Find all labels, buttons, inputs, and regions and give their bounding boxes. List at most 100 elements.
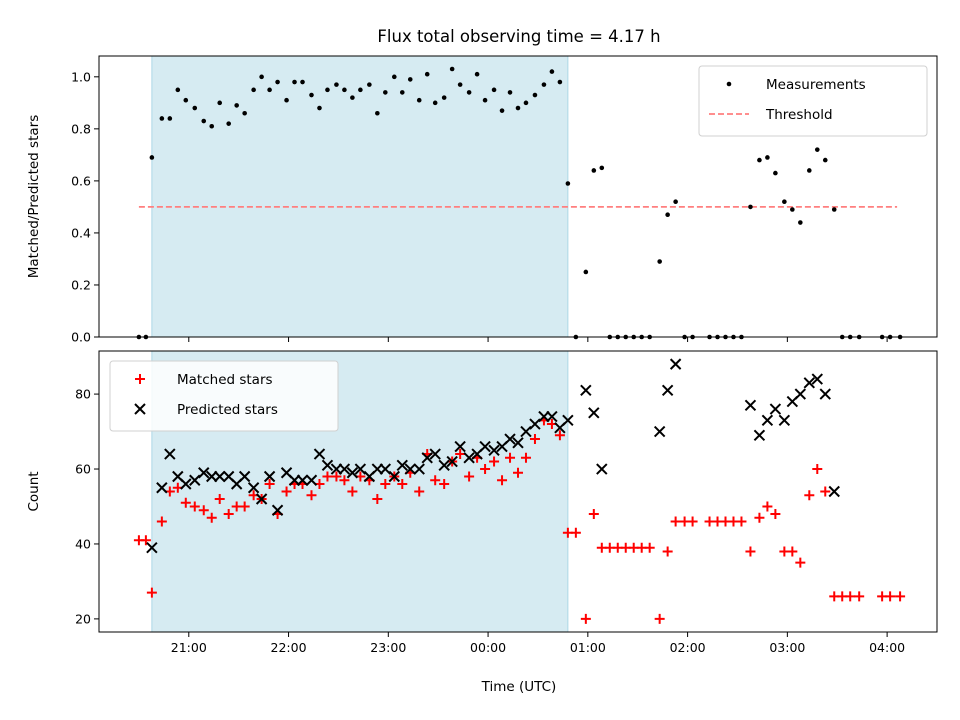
data-point (745, 546, 756, 557)
data-point (798, 220, 803, 225)
data-point (255, 493, 268, 505)
data-point (665, 212, 670, 218)
x-tick-label: 22:00 (271, 640, 307, 655)
data-point (214, 493, 225, 504)
data-point (588, 508, 599, 519)
data-point (226, 121, 231, 126)
data-point (198, 467, 210, 479)
data-point (822, 157, 828, 163)
data-point (404, 463, 416, 475)
y-tick-label: 0.2 (71, 277, 91, 292)
data-point (259, 74, 264, 80)
data-point (284, 97, 289, 103)
data-point (334, 82, 339, 87)
data-point (214, 470, 226, 483)
data-point (515, 105, 521, 111)
data-point (819, 388, 831, 400)
data-point (828, 485, 840, 498)
data-point (432, 100, 438, 106)
data-point (885, 591, 896, 602)
data-point (439, 479, 450, 490)
data-point (580, 384, 592, 397)
legend: Measurements Threshold (698, 65, 928, 137)
legend: Matched stars Predicted stars (109, 360, 339, 432)
data-point (350, 95, 355, 100)
data-point (429, 448, 441, 460)
data-point (744, 399, 757, 412)
data-point (271, 504, 284, 516)
x-tick-label: 03:00 (769, 640, 805, 655)
axes-frame (98, 350, 938, 633)
y-tick-label: 20 (75, 611, 91, 626)
y-tick-label: 0.4 (71, 225, 91, 240)
data-point (748, 204, 753, 210)
y-axis-label: Matched/Predicted stars (26, 115, 42, 278)
data-point (164, 448, 176, 460)
data-point (580, 613, 591, 624)
data-point (778, 414, 791, 427)
legend-box (109, 360, 339, 432)
data-point (754, 512, 765, 523)
data-point (529, 434, 540, 445)
data-point (438, 459, 450, 471)
data-point (275, 79, 280, 85)
data-point (206, 512, 217, 523)
data-point (430, 475, 441, 486)
data-point (466, 90, 472, 95)
data-point (661, 384, 674, 397)
data-point (596, 463, 608, 475)
data-point (512, 437, 524, 449)
data-point (325, 87, 330, 93)
data-point (557, 79, 563, 85)
data-point (449, 66, 455, 72)
data-point (770, 508, 781, 519)
data-point (562, 414, 574, 427)
data-point (397, 479, 408, 490)
data-point (588, 407, 600, 419)
data-point (644, 542, 655, 553)
data-point (375, 110, 380, 116)
y-tick-label: 0.0 (71, 330, 91, 345)
data-point (180, 478, 192, 490)
axes-frame (98, 55, 938, 338)
data-point (156, 516, 167, 527)
data-point (146, 541, 158, 554)
data-point (175, 87, 181, 93)
data-point (854, 591, 865, 602)
data-point (264, 479, 275, 490)
data-point (209, 123, 215, 129)
data-point (583, 269, 589, 275)
data-point (358, 87, 363, 93)
data-point (234, 103, 239, 108)
data-point (541, 82, 547, 87)
y-tick-label: 0.6 (71, 173, 91, 188)
data-point (416, 97, 422, 103)
legend-label: Measurements (766, 77, 866, 93)
data-point (201, 118, 207, 124)
data-point (217, 100, 223, 106)
data-point (653, 425, 666, 438)
data-point (669, 358, 682, 370)
data-point (407, 77, 413, 82)
data-point (529, 418, 541, 430)
y-tick-label: 0.8 (71, 121, 91, 136)
legend-label: Threshold (765, 107, 833, 123)
data-point (223, 508, 234, 519)
data-point (505, 452, 516, 463)
data-point (267, 87, 272, 93)
data-point (189, 501, 200, 512)
data-point (263, 470, 276, 483)
data-point (599, 165, 605, 171)
data-point (520, 452, 531, 463)
data-point (520, 425, 532, 438)
data-point (296, 474, 309, 486)
legend-label: Matched stars (177, 372, 273, 388)
data-point (367, 82, 372, 87)
x-tick-label: 04:00 (869, 640, 905, 655)
legend-marker (135, 374, 145, 384)
data-point (321, 459, 334, 471)
data-point (687, 516, 698, 527)
data-point (346, 467, 359, 479)
data-point (782, 199, 787, 205)
